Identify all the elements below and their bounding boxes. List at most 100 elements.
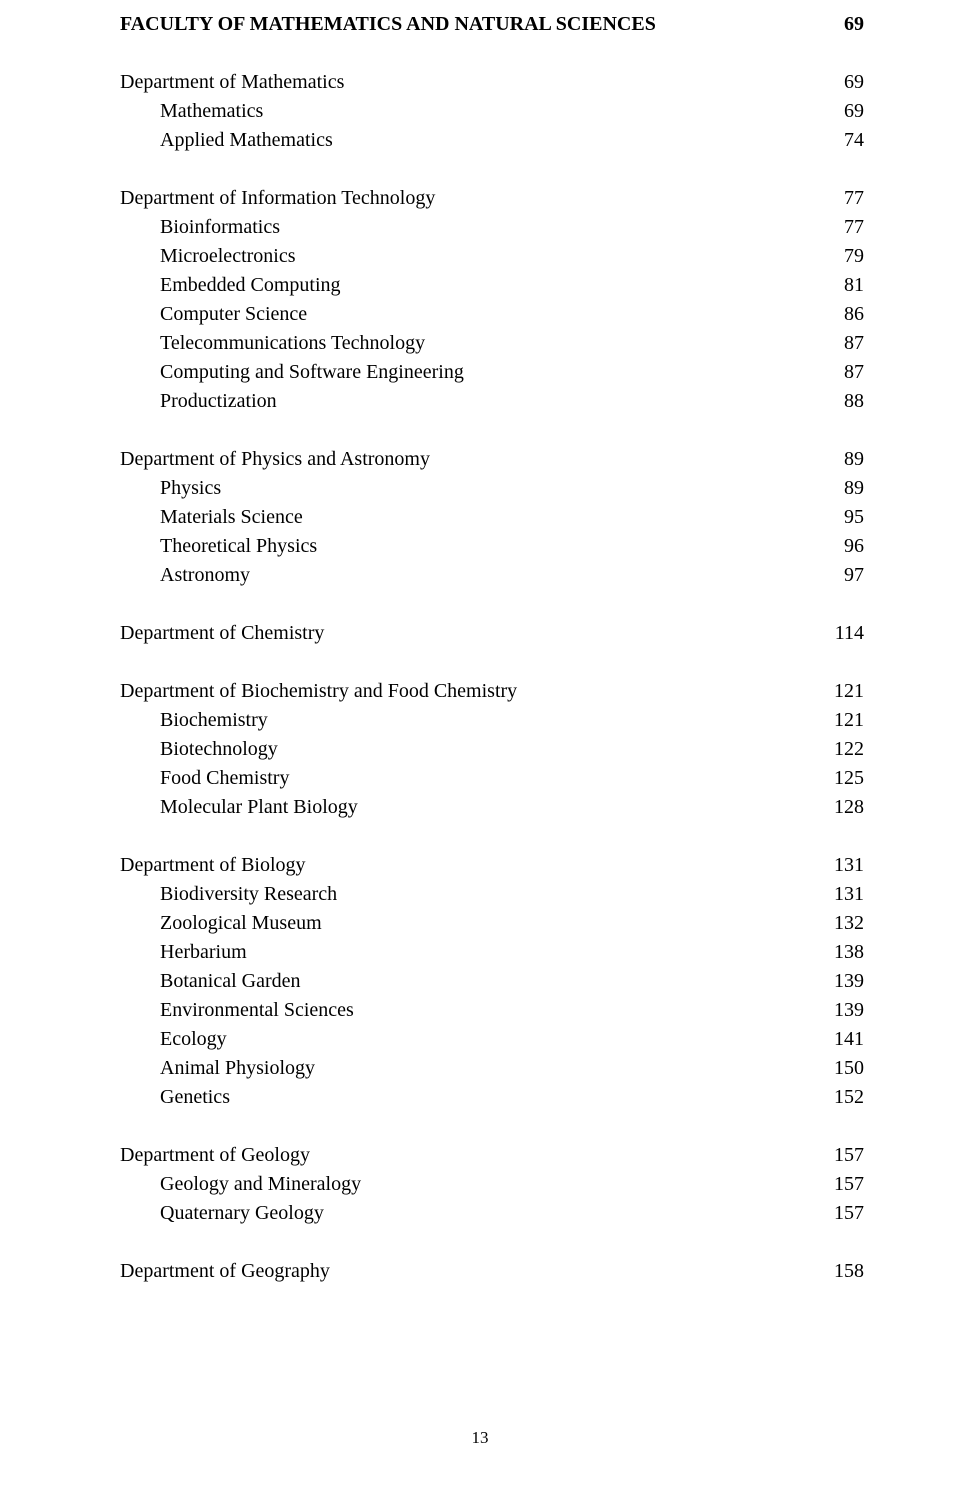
toc-label: Molecular Plant Biology bbox=[160, 793, 804, 822]
toc-spacer bbox=[120, 648, 864, 677]
toc-row: Department of Biology131 bbox=[120, 851, 864, 880]
toc-label: FACULTY OF MATHEMATICS AND NATURAL SCIEN… bbox=[120, 10, 804, 39]
toc-label: Computing and Software Engineering bbox=[160, 358, 804, 387]
toc-label: Department of Mathematics bbox=[120, 68, 804, 97]
toc-row: Ecology141 bbox=[120, 1025, 864, 1054]
toc-row: Embedded Computing81 bbox=[120, 271, 864, 300]
toc-page: 157 bbox=[804, 1170, 864, 1199]
toc-page: 81 bbox=[804, 271, 864, 300]
toc-page: 95 bbox=[804, 503, 864, 532]
toc-page: 87 bbox=[804, 358, 864, 387]
toc-row: Quaternary Geology157 bbox=[120, 1199, 864, 1228]
toc-row: Botanical Garden139 bbox=[120, 967, 864, 996]
toc-page: 152 bbox=[804, 1083, 864, 1112]
toc-label: Department of Biochemistry and Food Chem… bbox=[120, 677, 804, 706]
toc-row: Physics89 bbox=[120, 474, 864, 503]
toc-page: 69 bbox=[804, 10, 864, 39]
toc-row: Department of Biochemistry and Food Chem… bbox=[120, 677, 864, 706]
toc-row: Department of Geography158 bbox=[120, 1257, 864, 1286]
toc-row: Bioinformatics77 bbox=[120, 213, 864, 242]
toc-row: Biotechnology122 bbox=[120, 735, 864, 764]
toc-row: Genetics152 bbox=[120, 1083, 864, 1112]
toc-row: Department of Chemistry114 bbox=[120, 619, 864, 648]
toc-page: 114 bbox=[804, 619, 864, 648]
toc-label: Botanical Garden bbox=[160, 967, 804, 996]
toc-row: Productization88 bbox=[120, 387, 864, 416]
toc-row: Molecular Plant Biology128 bbox=[120, 793, 864, 822]
toc-page: 128 bbox=[804, 793, 864, 822]
toc-page: 89 bbox=[804, 445, 864, 474]
toc-row: Herbarium138 bbox=[120, 938, 864, 967]
toc-page: 74 bbox=[804, 126, 864, 155]
toc-row: Applied Mathematics74 bbox=[120, 126, 864, 155]
toc-row: Department of Geology157 bbox=[120, 1141, 864, 1170]
table-of-contents: FACULTY OF MATHEMATICS AND NATURAL SCIEN… bbox=[120, 10, 864, 1286]
toc-row: Animal Physiology150 bbox=[120, 1054, 864, 1083]
toc-row: Department of Physics and Astronomy89 bbox=[120, 445, 864, 474]
toc-page: 87 bbox=[804, 329, 864, 358]
toc-label: Genetics bbox=[160, 1083, 804, 1112]
toc-page: 158 bbox=[804, 1257, 864, 1286]
toc-page: 139 bbox=[804, 967, 864, 996]
toc-page: 138 bbox=[804, 938, 864, 967]
toc-spacer bbox=[120, 39, 864, 68]
toc-page: 86 bbox=[804, 300, 864, 329]
toc-row: Telecommunications Technology87 bbox=[120, 329, 864, 358]
toc-spacer bbox=[120, 822, 864, 851]
toc-page: 96 bbox=[804, 532, 864, 561]
toc-row: Mathematics69 bbox=[120, 97, 864, 126]
toc-label: Department of Chemistry bbox=[120, 619, 804, 648]
toc-page: 97 bbox=[804, 561, 864, 590]
toc-page: 77 bbox=[804, 213, 864, 242]
toc-spacer bbox=[120, 1112, 864, 1141]
toc-label: Environmental Sciences bbox=[160, 996, 804, 1025]
toc-row: Astronomy97 bbox=[120, 561, 864, 590]
toc-label: Biochemistry bbox=[160, 706, 804, 735]
toc-row: Biodiversity Research131 bbox=[120, 880, 864, 909]
toc-label: Productization bbox=[160, 387, 804, 416]
toc-page: 79 bbox=[804, 242, 864, 271]
toc-label: Geology and Mineralogy bbox=[160, 1170, 804, 1199]
toc-page: 157 bbox=[804, 1141, 864, 1170]
toc-label: Biotechnology bbox=[160, 735, 804, 764]
toc-label: Embedded Computing bbox=[160, 271, 804, 300]
toc-page: 69 bbox=[804, 68, 864, 97]
toc-page: 77 bbox=[804, 184, 864, 213]
toc-label: Department of Biology bbox=[120, 851, 804, 880]
toc-row: Department of Mathematics69 bbox=[120, 68, 864, 97]
toc-row: Computer Science86 bbox=[120, 300, 864, 329]
toc-label: Department of Physics and Astronomy bbox=[120, 445, 804, 474]
toc-spacer bbox=[120, 590, 864, 619]
toc-label: Department of Geography bbox=[120, 1257, 804, 1286]
toc-label: Department of Geology bbox=[120, 1141, 804, 1170]
toc-label: Materials Science bbox=[160, 503, 804, 532]
toc-label: Mathematics bbox=[160, 97, 804, 126]
toc-label: Zoological Museum bbox=[160, 909, 804, 938]
toc-row: Biochemistry121 bbox=[120, 706, 864, 735]
toc-row: Computing and Software Engineering87 bbox=[120, 358, 864, 387]
toc-page: 122 bbox=[804, 735, 864, 764]
toc-label: Telecommunications Technology bbox=[160, 329, 804, 358]
toc-label: Food Chemistry bbox=[160, 764, 804, 793]
toc-label: Department of Information Technology bbox=[120, 184, 804, 213]
toc-page: 121 bbox=[804, 706, 864, 735]
toc-page: 125 bbox=[804, 764, 864, 793]
toc-label: Astronomy bbox=[160, 561, 804, 590]
toc-label: Theoretical Physics bbox=[160, 532, 804, 561]
toc-page: 132 bbox=[804, 909, 864, 938]
toc-label: Bioinformatics bbox=[160, 213, 804, 242]
toc-label: Herbarium bbox=[160, 938, 804, 967]
toc-label: Computer Science bbox=[160, 300, 804, 329]
toc-page: 157 bbox=[804, 1199, 864, 1228]
toc-spacer bbox=[120, 1228, 864, 1257]
toc-row: Theoretical Physics96 bbox=[120, 532, 864, 561]
toc-row: Environmental Sciences139 bbox=[120, 996, 864, 1025]
toc-label: Quaternary Geology bbox=[160, 1199, 804, 1228]
toc-label: Physics bbox=[160, 474, 804, 503]
toc-page: 150 bbox=[804, 1054, 864, 1083]
toc-label: Applied Mathematics bbox=[160, 126, 804, 155]
toc-row: Zoological Museum132 bbox=[120, 909, 864, 938]
toc-row: Department of Information Technology77 bbox=[120, 184, 864, 213]
toc-page: 69 bbox=[804, 97, 864, 126]
toc-row: FACULTY OF MATHEMATICS AND NATURAL SCIEN… bbox=[120, 10, 864, 39]
